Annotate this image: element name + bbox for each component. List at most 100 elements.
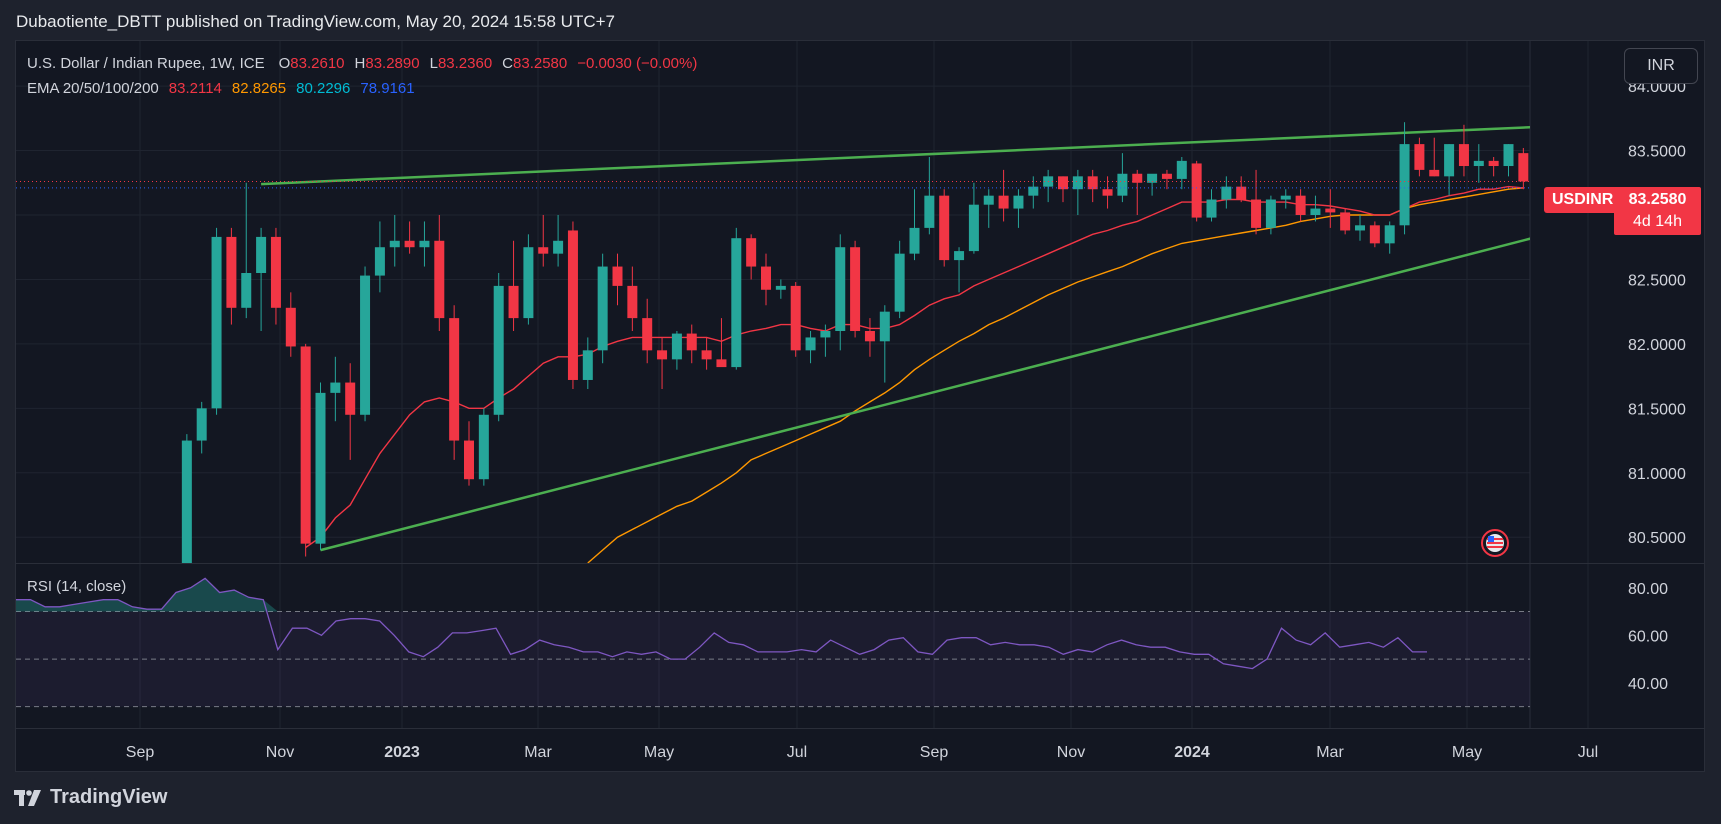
price-tick-label: 81.5000 — [1628, 401, 1686, 418]
legend-ema50: 82.8265 — [231, 80, 287, 97]
price-tick-label: 82.5000 — [1628, 272, 1686, 289]
legend-open-label: O — [278, 55, 291, 72]
candle-body — [1176, 160, 1187, 179]
price-tick-label: 80.5000 — [1628, 530, 1686, 547]
candle-body — [226, 236, 237, 308]
currency-button[interactable]: INR — [1624, 48, 1698, 84]
rsi-overbought-fill — [16, 578, 1427, 612]
candle-body — [642, 318, 653, 351]
candle-body — [939, 195, 950, 261]
candle-body — [1310, 208, 1321, 215]
candle-body — [434, 240, 445, 319]
candle-body — [360, 275, 371, 415]
time-tick-label: Mar — [1316, 744, 1344, 761]
legend-close: 83.2580 — [513, 55, 568, 72]
tradingview-logo-icon — [14, 789, 41, 806]
bar-countdown: 4d 14h — [1633, 213, 1682, 230]
candle-body — [820, 331, 831, 338]
candle-body — [1221, 186, 1232, 200]
trendline-1 — [261, 125, 1530, 186]
candle-body — [701, 350, 712, 360]
candle-body — [909, 227, 920, 254]
ema20-line — [305, 185, 1524, 549]
candle-body — [1102, 189, 1113, 196]
candle-body — [285, 307, 296, 347]
candle-body — [1028, 186, 1039, 196]
candle-body — [1191, 163, 1202, 218]
candle-body — [1399, 144, 1410, 226]
candle-body — [1325, 208, 1336, 213]
footer-brand: TradingView — [14, 786, 167, 809]
time-tick-label: 2024 — [1174, 744, 1210, 761]
candle-body — [775, 285, 786, 290]
legend-ohlc: U.S. Dollar / Indian Rupee, 1W, ICE O 83… — [27, 55, 697, 72]
legend-symbol: U.S. Dollar / Indian Rupee, 1W, ICE — [27, 55, 265, 72]
rsi-tick-label: 80.00 — [1628, 581, 1668, 598]
candle-body — [1280, 195, 1291, 200]
candle-body — [1458, 144, 1469, 167]
legend-ema: EMA 20/50/100/200 83.2114 82.8265 80.229… — [27, 80, 415, 97]
candle-body — [1087, 176, 1098, 190]
candle-body — [1058, 176, 1068, 190]
candle-body — [924, 195, 935, 228]
candle-body — [345, 382, 356, 415]
candle-body — [894, 253, 905, 312]
rsi-label: RSI (14, close) — [27, 578, 127, 595]
candle-body — [582, 350, 593, 380]
candle-body — [879, 311, 890, 342]
us-flag-canton — [1488, 536, 1494, 542]
rsi-tick-label: 60.00 — [1628, 628, 1668, 645]
candle-body — [1161, 173, 1172, 179]
candle-body — [1384, 225, 1395, 244]
trendline-2 — [320, 237, 1530, 552]
candle-body — [523, 247, 534, 319]
candle-body — [315, 392, 326, 544]
price-tick-label: 83.5000 — [1628, 144, 1686, 161]
candle-body — [968, 204, 979, 252]
candle-body — [716, 359, 727, 368]
candle-body — [686, 333, 697, 351]
candle-body — [181, 440, 192, 563]
candle-body — [790, 285, 801, 351]
legend-ema20: 83.2114 — [168, 80, 222, 97]
candle-body — [330, 382, 341, 393]
candle-body — [1503, 144, 1514, 167]
last-price-box: 83.2580 4d 14h — [1614, 187, 1701, 235]
candle-body — [449, 318, 460, 441]
candle-body — [196, 408, 207, 441]
candle-body — [671, 333, 682, 360]
candle-body — [805, 337, 816, 351]
candle-body — [1206, 199, 1217, 218]
candle-body — [211, 236, 222, 409]
candle-body — [1444, 144, 1455, 177]
candle-body — [1473, 160, 1484, 167]
candle-body — [998, 195, 1009, 209]
candle-body — [464, 440, 474, 480]
legend-open: 83.2610 — [290, 55, 345, 72]
candle-body — [1429, 169, 1440, 177]
candle-body — [419, 240, 430, 248]
us-flag-stripe — [1487, 546, 1503, 548]
candle-body — [746, 238, 757, 267]
candle-body — [627, 285, 638, 319]
candle-body — [1251, 199, 1262, 228]
candle-body — [835, 247, 846, 331]
candle-body — [1518, 153, 1529, 182]
candle-body — [864, 331, 875, 342]
candle-body — [241, 273, 252, 308]
candle-body — [1132, 173, 1143, 183]
legend-ema100: 80.2296 — [296, 80, 351, 97]
publisher-line: Dubaotiente_DBTT published on TradingVie… — [16, 12, 615, 31]
candle-body — [374, 247, 385, 276]
candle-body — [612, 266, 623, 286]
candle-body — [300, 346, 311, 544]
time-tick-label: Jul — [787, 744, 807, 761]
candle-body — [1369, 225, 1380, 244]
rsi-line — [16, 577, 1427, 670]
legend-high: 83.2890 — [365, 55, 420, 72]
legend-high-label: H — [354, 55, 366, 72]
time-tick-label: 2023 — [384, 744, 420, 761]
legend-low-label: L — [429, 55, 438, 72]
time-tick-label: Sep — [920, 744, 949, 761]
